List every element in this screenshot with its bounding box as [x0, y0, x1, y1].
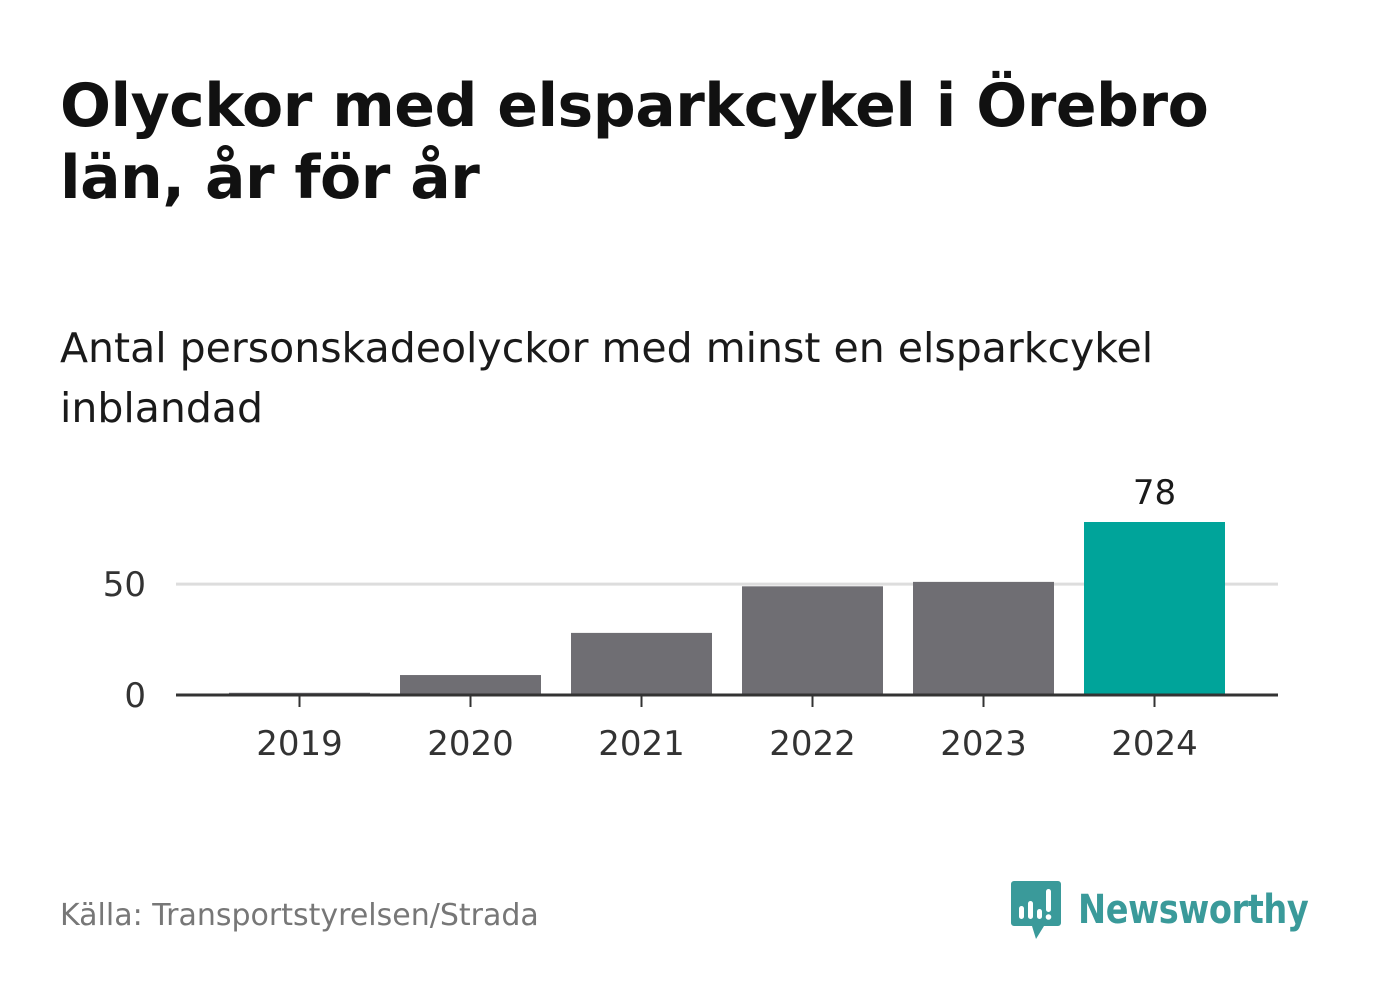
brand-name: Newsworthy: [1078, 887, 1309, 933]
speech-bubble-bar-chart-icon: [1011, 881, 1061, 939]
bar-chart: 0 50 2019 2020 2021 2022 2023 2024 78: [103, 473, 1278, 764]
x-tick-label: 2024: [1111, 724, 1198, 764]
bar-2020: [400, 675, 541, 695]
y-tick-label: 50: [103, 565, 146, 605]
labels: 0 50 2019 2020 2021 2022 2023 2024 78: [103, 473, 1198, 764]
x-tick-label: 2019: [256, 724, 343, 764]
chart-title: Olyckor med elsparkcykel i Örebro län, å…: [60, 71, 1209, 213]
bar-2024: [1084, 522, 1225, 695]
x-tick-label: 2020: [427, 724, 514, 764]
x-tick-label: 2021: [598, 724, 685, 764]
bar-2023: [913, 581, 1054, 695]
source-note: Källa: Transportstyrelsen/Strada: [60, 898, 539, 933]
bar-2022: [742, 586, 883, 695]
bars: [229, 522, 1225, 695]
x-tick-label: 2023: [940, 724, 1027, 764]
x-tick-label: 2022: [769, 724, 856, 764]
data-label: 78: [1133, 473, 1176, 513]
brand: Newsworthy: [1010, 878, 1352, 942]
x-axis: [176, 693, 1278, 707]
chart-subtitle: Antal personskadeolyckor med minst en el…: [60, 324, 1154, 432]
y-tick-label: 0: [124, 676, 146, 716]
bar-2021: [571, 632, 712, 695]
